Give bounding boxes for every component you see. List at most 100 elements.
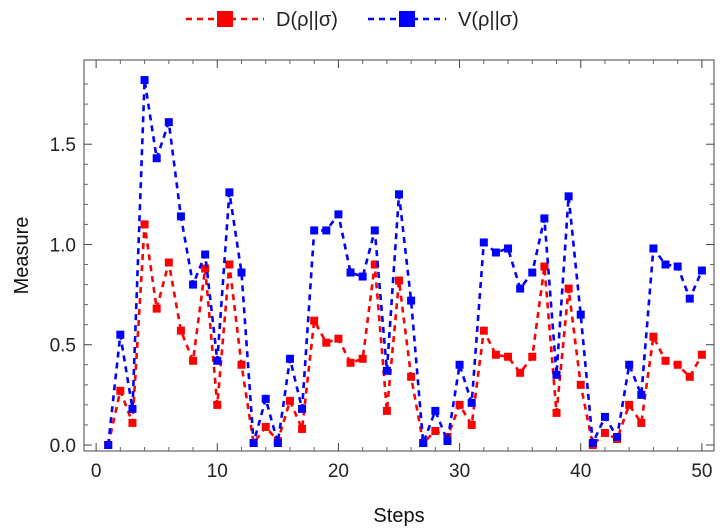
legend-label: D(ρ||σ) [276,9,338,31]
data-point [528,268,537,277]
data-point [673,360,682,369]
data-point [164,258,173,267]
data-point [176,326,185,335]
legend: D(ρ||σ) V(ρ||σ) [186,9,519,31]
data-point [346,358,355,367]
x-tick-label: 20 [328,461,349,482]
data-point [588,438,597,447]
data-point [225,188,234,197]
data-point [189,356,198,365]
data-point [455,360,464,369]
x-tick-label: 0 [91,461,102,482]
legend-label: V(ρ||σ) [458,9,519,31]
y-tick-label: 1.5 [50,135,76,156]
data-point [382,406,391,415]
data-point [140,220,149,229]
data-point [140,76,149,85]
y-tick-label: 1.0 [50,235,76,256]
data-point [625,360,634,369]
data-point [407,296,416,305]
data-point [479,326,488,335]
data-point [189,280,198,289]
data-point [358,272,367,281]
data-point [213,400,222,409]
data-point [540,262,549,271]
data-point [552,370,561,379]
x-tick-label: 40 [570,461,591,482]
data-point [516,284,525,293]
data-point [395,190,403,199]
data-point [576,310,585,319]
data-point [564,192,573,201]
series-layer [104,76,706,449]
data-point [600,428,609,437]
data-point [697,350,706,359]
data-point [455,400,464,409]
data-point [298,404,307,413]
data-point [128,418,137,427]
data-point [201,264,210,273]
data-point [176,212,185,221]
data-point [237,360,246,369]
y-tick-label: 0.5 [50,336,76,357]
data-point [685,294,694,303]
data-point [479,238,488,247]
data-point [443,436,452,445]
data-point [152,154,161,163]
series-1 [104,220,706,449]
data-point [661,356,670,365]
series-2 [104,76,706,449]
data-point [564,284,573,293]
data-point [334,334,343,343]
data-point [249,438,258,447]
data-point [637,390,646,399]
plot-frame [83,59,715,452]
legend-marker [217,11,233,27]
data-point [322,338,331,347]
data-point [261,422,270,431]
y-tick-label: 0.0 [50,436,76,457]
data-point [649,332,658,341]
data-point [382,366,391,375]
data-point [358,354,367,363]
data-point [334,210,343,219]
data-point [467,398,476,407]
data-point [504,352,513,361]
data-point [116,330,125,339]
data-point [649,244,658,253]
data-point [431,406,440,415]
data-point [201,250,210,259]
data-point [128,404,137,413]
x-tick-label: 10 [207,461,228,482]
data-point [310,226,319,235]
legend-marker [399,11,415,27]
data-point [528,352,537,361]
data-point [625,400,634,409]
data-point [540,214,549,223]
data-point [237,268,246,277]
data-point [213,356,222,365]
data-point [407,372,416,381]
data-point [431,426,440,435]
data-point [600,412,609,421]
data-point [467,420,476,429]
data-point [697,266,706,275]
axis-ticks: 0 10 20 30 40 50 0.0 0.5 1.0 1.5 [50,60,714,482]
data-point [164,118,173,127]
data-point [104,440,113,449]
data-point [346,268,355,277]
x-tick-label: 50 [691,461,712,482]
legend-item-1: D(ρ||σ) [186,9,338,31]
data-point [152,304,161,313]
data-point [285,396,294,405]
data-point [285,354,294,363]
data-point [685,372,694,381]
data-point [261,394,270,403]
data-point [491,350,500,359]
data-point [395,276,403,285]
data-point [310,316,319,325]
legend-item-2: V(ρ||σ) [368,9,519,31]
x-tick-label: 30 [449,461,470,482]
x-axis-title: Steps [373,505,424,527]
data-point [516,368,525,377]
